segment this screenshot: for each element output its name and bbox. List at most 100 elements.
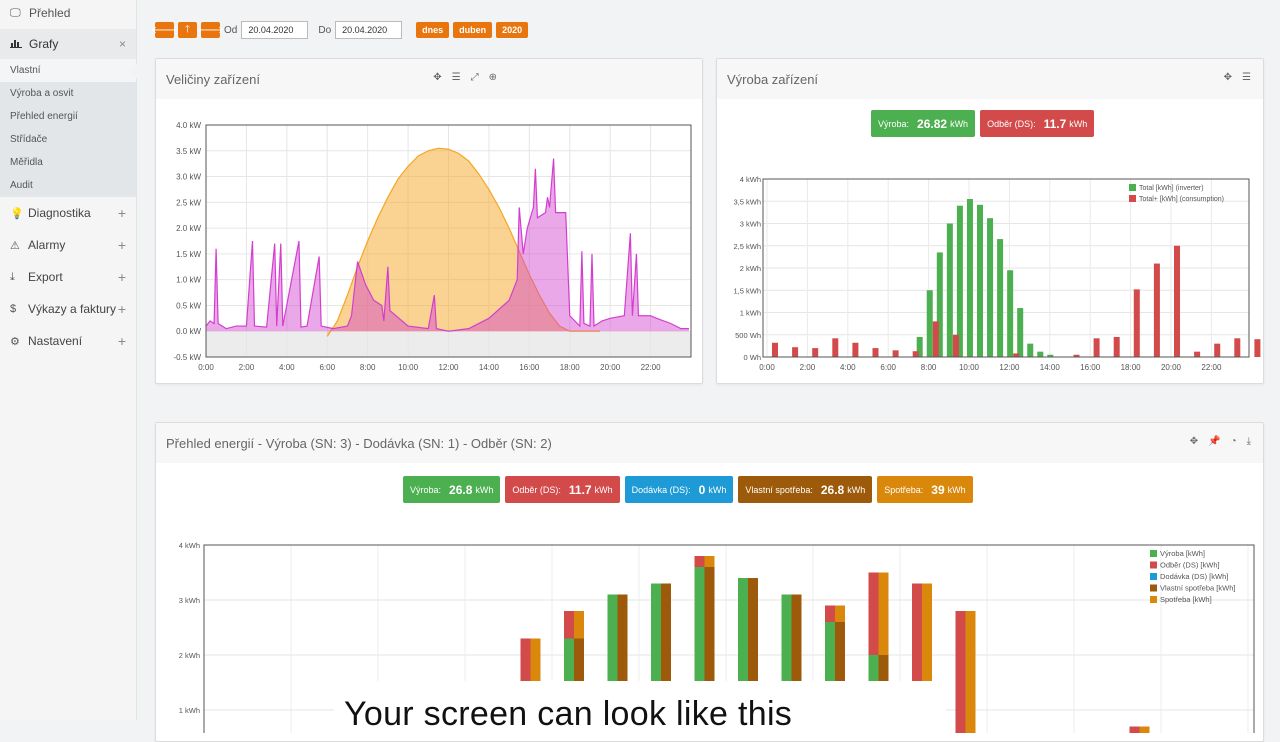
y-tick-label: 2,5 kWh bbox=[733, 242, 761, 251]
x-tick-label: 2:00 bbox=[800, 363, 816, 372]
plot-border bbox=[203, 544, 1255, 733]
bar-consumption bbox=[1214, 343, 1221, 357]
gear-icon: ⚙ bbox=[10, 335, 20, 348]
bar-inverter bbox=[926, 290, 933, 357]
date-to-input[interactable]: 20.04.2020 bbox=[335, 21, 403, 39]
bar-inverter bbox=[977, 204, 983, 357]
bar-chart-icon bbox=[10, 37, 23, 51]
pin-icon[interactable]: 📌 bbox=[1208, 436, 1221, 447]
expand-icon[interactable]: + bbox=[117, 237, 126, 253]
y-tick-label: 3 kWh bbox=[740, 220, 761, 229]
subnav-item-meridla[interactable]: Měřidla bbox=[10, 157, 43, 168]
legend-label: Total+ [kWh] (consumption) bbox=[1139, 196, 1224, 203]
move-icon[interactable]: ✥ bbox=[1223, 72, 1233, 83]
bar-spotreba bbox=[965, 611, 976, 733]
y-tick-label: 4.0 kW bbox=[176, 121, 201, 130]
today-button[interactable]: dnes bbox=[416, 22, 450, 38]
zoom-icon[interactable]: ⊕ bbox=[488, 72, 497, 83]
y-tick-label: 2 kWh bbox=[740, 264, 761, 273]
month-button[interactable]: duben bbox=[453, 22, 493, 38]
date-toolbar: 🡐 🡑 🡒 Od 20.04.2020 Do 20.04.2020 dnes d… bbox=[151, 21, 529, 39]
y-tick-label: 1 kWh bbox=[179, 706, 200, 715]
move-icon[interactable]: ✥ bbox=[1189, 436, 1199, 447]
bar-odber bbox=[912, 583, 922, 705]
bar-odber bbox=[825, 605, 835, 622]
expand-icon[interactable]: + bbox=[117, 269, 126, 285]
list-icon[interactable]: ☰ bbox=[451, 72, 461, 83]
expand-icon[interactable]: + bbox=[117, 301, 126, 317]
y-tick-label: -0.5 kW bbox=[173, 353, 201, 362]
y-tick-label: 1,5 kWh bbox=[733, 286, 761, 295]
bar-consumption bbox=[872, 348, 879, 357]
bar-inverter bbox=[1027, 343, 1034, 357]
bar-inverter bbox=[1007, 270, 1014, 357]
bar-consumption bbox=[1234, 338, 1241, 357]
warning-icon: ⚠ bbox=[10, 239, 20, 252]
nav-item-alarmy[interactable]: ⚠ Alarmy + bbox=[0, 229, 136, 261]
nav-item-nastaveni[interactable]: ⚙ Nastavení + bbox=[0, 325, 136, 357]
subnav-item-stridace[interactable]: Střídače bbox=[10, 134, 48, 145]
plot-border bbox=[205, 124, 692, 358]
bar-consumption bbox=[1013, 353, 1020, 357]
nav-item-label: Export bbox=[28, 270, 63, 284]
nav-item-vykazy[interactable]: $ Výkazy a faktury + bbox=[0, 293, 136, 325]
plot-border bbox=[762, 178, 1250, 358]
bar-vlastni bbox=[661, 583, 671, 733]
bar-spotreba bbox=[922, 583, 932, 705]
pie-chart-icon[interactable]: ◔ bbox=[1230, 436, 1237, 447]
bar-vlastni bbox=[835, 622, 845, 733]
subnav-item-prehled[interactable]: Přehled energií bbox=[10, 111, 78, 122]
year-button[interactable]: 2020 bbox=[496, 22, 529, 38]
bar-spotreba bbox=[574, 611, 584, 639]
expand-icon[interactable]: + bbox=[117, 205, 126, 221]
up-arrow-button[interactable]: 🡑 bbox=[178, 22, 197, 38]
chart-production: 0 Wh 500 Wh 1 kWh 1,5 kWh 2 kWh 2,5 kWh 3 kWh 3… bbox=[733, 175, 1261, 372]
expand-icon[interactable]: ⤢ bbox=[470, 72, 479, 83]
y-tick-label: 2.5 kW bbox=[176, 198, 201, 207]
bar-consumption bbox=[952, 334, 959, 357]
x-tick-label: 6:00 bbox=[319, 363, 335, 372]
x-tick-label: 4:00 bbox=[279, 363, 295, 372]
badge-spotreba: Spotřeba: 39 kWh bbox=[877, 476, 973, 503]
bar-consumption bbox=[1153, 263, 1160, 357]
bar-consumption bbox=[1254, 339, 1261, 357]
y-tick-label: 3,5 kWh bbox=[733, 197, 761, 206]
x-tick-label: 10:00 bbox=[398, 363, 419, 372]
collapse-icon[interactable]: × bbox=[118, 37, 126, 51]
caption-overlay: Your screen can look like this bbox=[334, 681, 946, 741]
subnav-item-audit[interactable]: Audit bbox=[10, 180, 33, 191]
bar-vyroba bbox=[781, 594, 792, 733]
nav-item-diagnostika[interactable]: 💡 Diagnostika + bbox=[0, 197, 136, 229]
bar-consumption bbox=[932, 321, 939, 357]
move-icon[interactable]: ✥ bbox=[433, 72, 442, 83]
subnav-item-vlastni[interactable]: Vlastní bbox=[0, 59, 137, 82]
nav-overview[interactable]: 🖵 Přehled bbox=[0, 0, 136, 26]
nav-item-export[interactable]: ⤓ Export + bbox=[0, 261, 136, 293]
prev-arrow-button[interactable]: 🡐 bbox=[151, 22, 178, 38]
x-tick-label: 8:00 bbox=[360, 363, 376, 372]
legend-label: Výroba [kWh] bbox=[1160, 549, 1205, 558]
download-icon[interactable]: ⤓ bbox=[1246, 436, 1251, 447]
grafy-submenu: Vlastní Výroba a osvit Přehled energií S… bbox=[0, 59, 137, 197]
next-arrow-button[interactable]: 🡒 bbox=[197, 22, 224, 38]
nav-item-label: Diagnostika bbox=[28, 206, 91, 220]
panel-device-quantities: Veličiny zařízení ✥ ☰ ⤢ ⊕ -0.5 kW 0.0 kW 0… bbox=[155, 58, 703, 384]
y-tick-label: 1 kWh bbox=[740, 309, 761, 318]
expand-icon[interactable]: + bbox=[117, 333, 126, 349]
nav-overview-label: Přehled bbox=[29, 6, 71, 20]
x-tick-label: 0:00 bbox=[759, 363, 775, 372]
bar-consumption bbox=[772, 342, 778, 357]
summary-badges: Výroba: 26.82 kWh Odběr (DS): 11.7 kWh bbox=[871, 110, 1095, 137]
subnav-item-vyroba[interactable]: Výroba a osvit bbox=[10, 88, 74, 99]
nav-grafy[interactable]: Grafy × bbox=[0, 29, 136, 59]
x-tick-label: 12:00 bbox=[999, 363, 1020, 372]
dollar-icon: $ bbox=[10, 303, 17, 315]
legend-label: Total [kWh] (inverter) bbox=[1139, 185, 1204, 192]
list-icon[interactable]: ☰ bbox=[1242, 72, 1251, 83]
y-tick-label: 3.0 kW bbox=[176, 173, 201, 182]
x-tick-label: 2:00 bbox=[239, 363, 255, 372]
x-tick-label: 10:00 bbox=[959, 363, 980, 372]
bar-inverter bbox=[966, 199, 973, 357]
date-from-input[interactable]: 20.04.2020 bbox=[241, 21, 309, 39]
y-tick-label: 500 Wh bbox=[735, 331, 761, 340]
